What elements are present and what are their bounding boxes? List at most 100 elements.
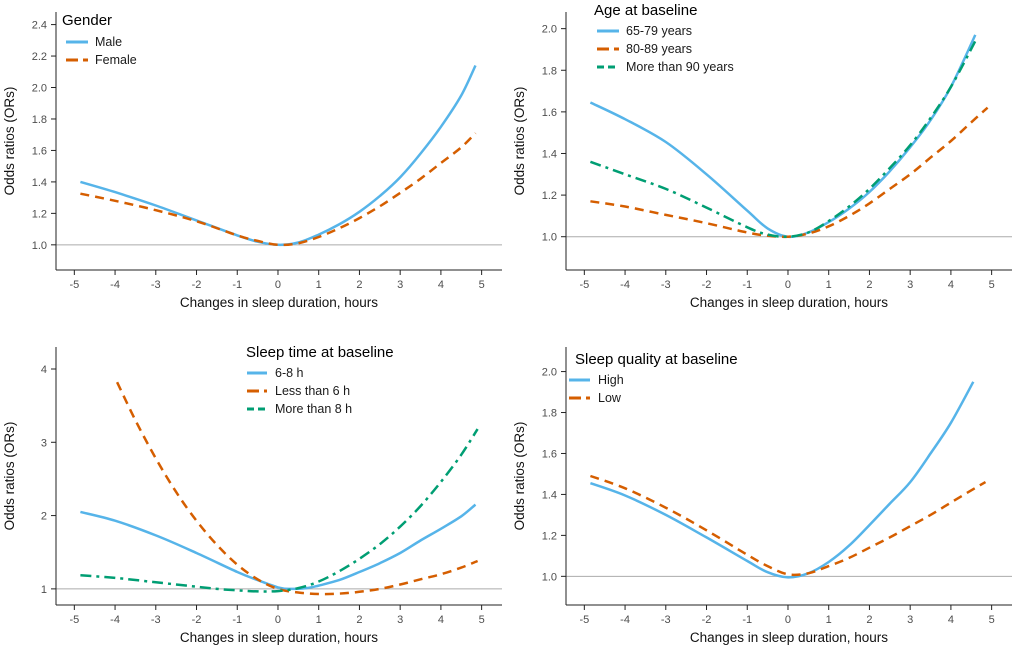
y-tick-label: 1.8 [542, 408, 557, 420]
x-axis-title: Changes in sleep duration, hours [180, 630, 378, 645]
x-tick-label: 0 [785, 279, 791, 291]
panel-title: Sleep time at baseline [246, 344, 394, 361]
x-tick-label: -5 [579, 279, 589, 291]
x-tick-label: -2 [192, 279, 202, 291]
x-tick-label: 1 [316, 614, 322, 626]
x-tick-label: -1 [742, 614, 752, 626]
legend-label: High [598, 373, 624, 387]
y-tick-label: 1.6 [542, 448, 557, 460]
x-tick-label: -5 [579, 614, 589, 626]
y-tick-label: 2.4 [32, 20, 47, 32]
series-line-1 [80, 132, 477, 247]
x-tick-label: 5 [989, 279, 995, 291]
panel-sleep-time-at-baseline: -5 -4 -3 -2 -1 0 1 2 3 4 5 1 2 3 4 Changes in sleep dur… [0, 335, 510, 670]
sleep-time-at-baseline-chart: -5 -4 -3 -2 -1 0 1 2 3 4 5 1 2 3 4 Changes in sleep dur… [2, 344, 502, 645]
y-tick-label: 1.8 [542, 65, 557, 77]
x-tick-label: -4 [110, 614, 120, 626]
gender-chart: -5 -4 -3 -2 -1 0 1 2 3 4 5 1.0 1.2 1.4 1.6 1.8 2.0 2.2 2.4… [2, 12, 502, 310]
x-tick-label: -4 [620, 614, 630, 626]
x-tick-label: -1 [232, 279, 242, 291]
y-axis-title: Odds ratios (ORs) [512, 422, 527, 531]
series-line-1 [115, 381, 479, 596]
panel-title: Sleep quality at baseline [575, 351, 738, 368]
x-tick-label: -4 [620, 279, 630, 291]
series-line-0 [80, 503, 477, 591]
legend-item: More than 8 h [247, 402, 352, 416]
legend-item: High [569, 373, 624, 387]
x-tick-label: 0 [275, 614, 281, 626]
legend-label: Less than 6 h [275, 384, 350, 398]
y-tick-label: 2.0 [32, 83, 47, 95]
x-tick-label: -3 [151, 279, 161, 291]
x-tick-label: -1 [232, 614, 242, 626]
y-tick-label: 1.4 [32, 177, 47, 189]
x-tick-label: 5 [479, 614, 485, 626]
x-axis-title: Changes in sleep duration, hours [690, 630, 888, 645]
y-tick-label: 2.2 [32, 51, 47, 63]
y-tick-label: 1.0 [32, 240, 47, 252]
x-tick-label: 3 [397, 614, 403, 626]
panel-gender: -5 -4 -3 -2 -1 0 1 2 3 4 5 1.0 1.2 1.4 1.6 1.8 2.0 2.2 2.4… [0, 0, 510, 335]
x-tick-label: -1 [742, 279, 752, 291]
y-tick-label: 1.4 [542, 148, 557, 160]
y-tick-label: 3 [41, 437, 47, 449]
x-tick-label: 2 [356, 279, 362, 291]
y-tick-label: 1.8 [32, 114, 47, 126]
x-axis-title: Changes in sleep duration, hours [690, 295, 888, 310]
y-tick-label: 4 [41, 364, 47, 376]
legend-item: Female [66, 53, 137, 67]
y-axis-title: Odds ratios (ORs) [512, 87, 527, 196]
x-tick-label: 4 [438, 279, 444, 291]
panel-title: Age at baseline [594, 2, 697, 19]
age-at-baseline-chart: -5 -4 -3 -2 -1 0 1 2 3 4 5 1.0 1.2 1.4 1.6 1.8 2.0 Change… [512, 2, 1012, 310]
panel-sleep-quality-at-baseline: -5 -4 -3 -2 -1 0 1 2 3 4 5 1.0 1.2 1.4 1.6 1.8 2.0 Change… [510, 335, 1020, 670]
x-tick-label: -3 [661, 614, 671, 626]
x-tick-label: 2 [866, 279, 872, 291]
y-tick-label: 1.6 [542, 107, 557, 119]
y-axis-title: Odds ratios (ORs) [2, 87, 17, 196]
series-line-2 [80, 428, 479, 593]
x-tick-label: 2 [866, 614, 872, 626]
x-tick-label: -2 [192, 614, 202, 626]
y-tick-label: 2 [41, 511, 47, 523]
panel-age-at-baseline: -5 -4 -3 -2 -1 0 1 2 3 4 5 1.0 1.2 1.4 1.6 1.8 2.0 Change… [510, 0, 1020, 335]
legend-label: More than 90 years [626, 60, 734, 74]
legend-item: 6-8 h [247, 366, 304, 380]
x-tick-label: 3 [907, 279, 913, 291]
y-tick-label: 2.0 [542, 24, 557, 36]
x-tick-label: 0 [275, 279, 281, 291]
x-tick-label: -5 [69, 614, 79, 626]
x-tick-label: -4 [110, 279, 120, 291]
legend-label: Male [95, 35, 122, 49]
y-tick-label: 1.0 [542, 232, 557, 244]
x-tick-label: -5 [69, 279, 79, 291]
legend-label: More than 8 h [275, 402, 352, 416]
series-line-0 [589, 381, 975, 579]
legend-label: Female [95, 53, 137, 67]
x-tick-label: 1 [826, 279, 832, 291]
x-tick-label: -2 [702, 614, 712, 626]
series-line-1 [590, 106, 989, 239]
x-tick-label: 5 [989, 614, 995, 626]
y-tick-label: 1.0 [542, 571, 557, 583]
x-axis-title: Changes in sleep duration, hours [180, 295, 378, 310]
legend-label: Low [598, 391, 622, 405]
sleep-quality-at-baseline-chart: -5 -4 -3 -2 -1 0 1 2 3 4 5 1.0 1.2 1.4 1.6 1.8 2.0 Change… [512, 347, 1012, 645]
y-tick-label: 1.2 [542, 190, 557, 202]
x-tick-label: 1 [316, 279, 322, 291]
legend-item: 65-79 years [597, 24, 692, 38]
y-tick-label: 2.0 [542, 367, 557, 379]
series-line-2 [589, 40, 977, 239]
legend-label: 65-79 years [626, 24, 692, 38]
legend-item: Low [569, 391, 622, 405]
x-tick-label: -3 [151, 614, 161, 626]
legend-item: More than 90 years [597, 60, 734, 74]
legend-item: Less than 6 h [247, 384, 350, 398]
x-tick-label: -2 [702, 279, 712, 291]
y-tick-label: 1.2 [542, 530, 557, 542]
x-tick-label: 4 [948, 279, 954, 291]
legend-label: 80-89 years [626, 42, 692, 56]
y-tick-label: 1.6 [32, 145, 47, 157]
x-tick-label: 3 [907, 614, 913, 626]
